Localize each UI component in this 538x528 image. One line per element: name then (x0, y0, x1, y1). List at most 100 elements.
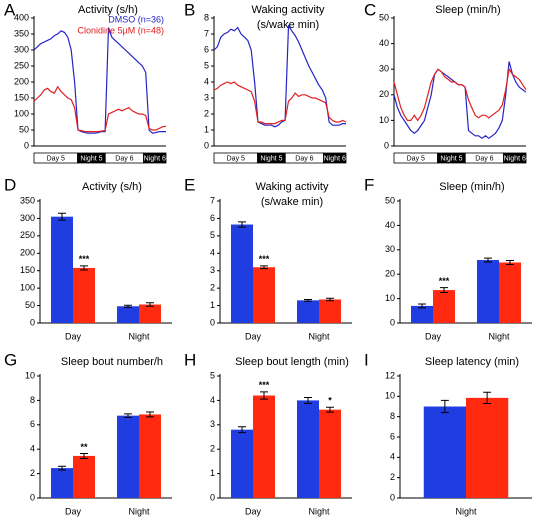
y-tick-label: 3 (204, 92, 209, 102)
x-tick-label: Day (245, 331, 262, 341)
period-box (503, 152, 527, 164)
error-bar (124, 413, 132, 418)
bar (231, 224, 253, 323)
error-bar (440, 399, 449, 414)
y-tick-label: 40 (379, 38, 389, 48)
y-tick-label: 6 (30, 419, 35, 429)
significance-label: ** (80, 442, 88, 452)
panel-title: Sleep (min/h) (439, 181, 504, 193)
y-tick-label: 250 (20, 230, 35, 240)
bar (297, 400, 319, 498)
panel-letter: F (364, 175, 374, 194)
error-bar (418, 303, 426, 309)
y-tick-label: 10 (385, 293, 395, 303)
y-tick-label: 1 (204, 124, 209, 134)
bar (139, 414, 161, 498)
error-bar (483, 391, 492, 404)
y-tick-label: 100 (14, 108, 29, 118)
bar (51, 216, 73, 323)
bar (411, 305, 433, 323)
y-tick-label: 100 (20, 283, 35, 293)
x-tick-label: Day (65, 506, 82, 516)
significance-label: * (328, 396, 332, 406)
line-series (393, 67, 527, 122)
panel-letter: I (364, 350, 369, 369)
error-bar (304, 298, 312, 302)
error-bar (58, 212, 66, 221)
y-tick-label: 250 (14, 60, 29, 70)
panel-title: (s/wake min) (261, 196, 323, 208)
panel-title: Sleep bout length (min) (235, 356, 349, 368)
line-series (33, 85, 167, 133)
period-box (323, 152, 347, 164)
period-label: Night 5 (80, 155, 102, 162)
error-bar (484, 257, 492, 263)
error-bar (440, 287, 448, 293)
y-tick-label: 2 (390, 472, 395, 482)
y-tick-label: 400 (14, 12, 29, 22)
y-tick-label: 10 (385, 391, 395, 401)
y-tick-label: 4 (204, 76, 209, 86)
y-tick-label: 10 (25, 370, 35, 380)
line-series (213, 24, 346, 128)
legend-entry: DMSO (n=36) (108, 14, 164, 24)
y-tick-label: 2 (210, 444, 215, 454)
bar (499, 262, 521, 323)
period-label: Day 5 (227, 155, 245, 162)
error-bar (58, 465, 66, 471)
x-tick-label: Day (65, 331, 82, 341)
x-tick-label: Night (128, 506, 150, 516)
panel-title: Activity (s/h) (82, 181, 142, 193)
line-series (393, 61, 527, 140)
y-tick-label: 50 (379, 12, 389, 22)
x-tick-label: Night (488, 331, 510, 341)
error-bar (326, 297, 334, 302)
period-label: Day 6 (475, 155, 493, 162)
y-tick-label: 7 (210, 195, 215, 205)
y-tick-label: 12 (385, 370, 395, 380)
y-tick-label: 300 (14, 44, 29, 54)
y-tick-label: 40 (385, 220, 395, 230)
bar (51, 468, 73, 498)
y-tick-label: 30 (385, 244, 395, 254)
panel-title: Sleep (min/h) (435, 4, 500, 16)
panel-letter: H (184, 350, 196, 369)
y-tick-label: 20 (385, 269, 395, 279)
y-tick-label: 200 (14, 76, 29, 86)
bar (466, 397, 509, 498)
significance-label: *** (259, 380, 270, 390)
error-bar (506, 260, 514, 265)
y-tick-label: 150 (20, 265, 35, 275)
y-tick-label: 0 (30, 492, 35, 502)
x-tick-label: Night (128, 331, 150, 341)
y-tick-label: 1 (210, 300, 215, 310)
x-tick-label: Night (308, 331, 330, 341)
period-label: Night 6 (324, 155, 346, 162)
y-tick-label: 4 (210, 248, 215, 258)
bar (73, 267, 95, 323)
bar (253, 267, 275, 323)
y-tick-label: 0 (390, 492, 395, 502)
error-bar (80, 452, 88, 459)
error-bar (146, 411, 154, 418)
y-tick-label: 8 (204, 12, 209, 22)
error-bar (326, 406, 334, 413)
bar (433, 290, 455, 323)
y-tick-label: 6 (390, 431, 395, 441)
y-tick-label: 150 (14, 92, 29, 102)
bar (73, 455, 95, 498)
period-label: Day 5 (47, 155, 65, 162)
period-box (143, 152, 167, 164)
error-bar (260, 391, 268, 400)
panel-title: Sleep bout number/h (61, 356, 163, 368)
y-tick-label: 7 (204, 28, 209, 38)
x-tick-label: Night (308, 506, 330, 516)
period-label: Night 5 (440, 155, 462, 162)
y-tick-label: 50 (385, 195, 395, 205)
y-tick-label: 2 (30, 468, 35, 478)
y-tick-label: 1 (210, 468, 215, 478)
significance-label: *** (79, 254, 90, 264)
y-tick-label: 6 (204, 44, 209, 54)
bar (253, 395, 275, 498)
panel-title: Waking activity (252, 4, 325, 16)
